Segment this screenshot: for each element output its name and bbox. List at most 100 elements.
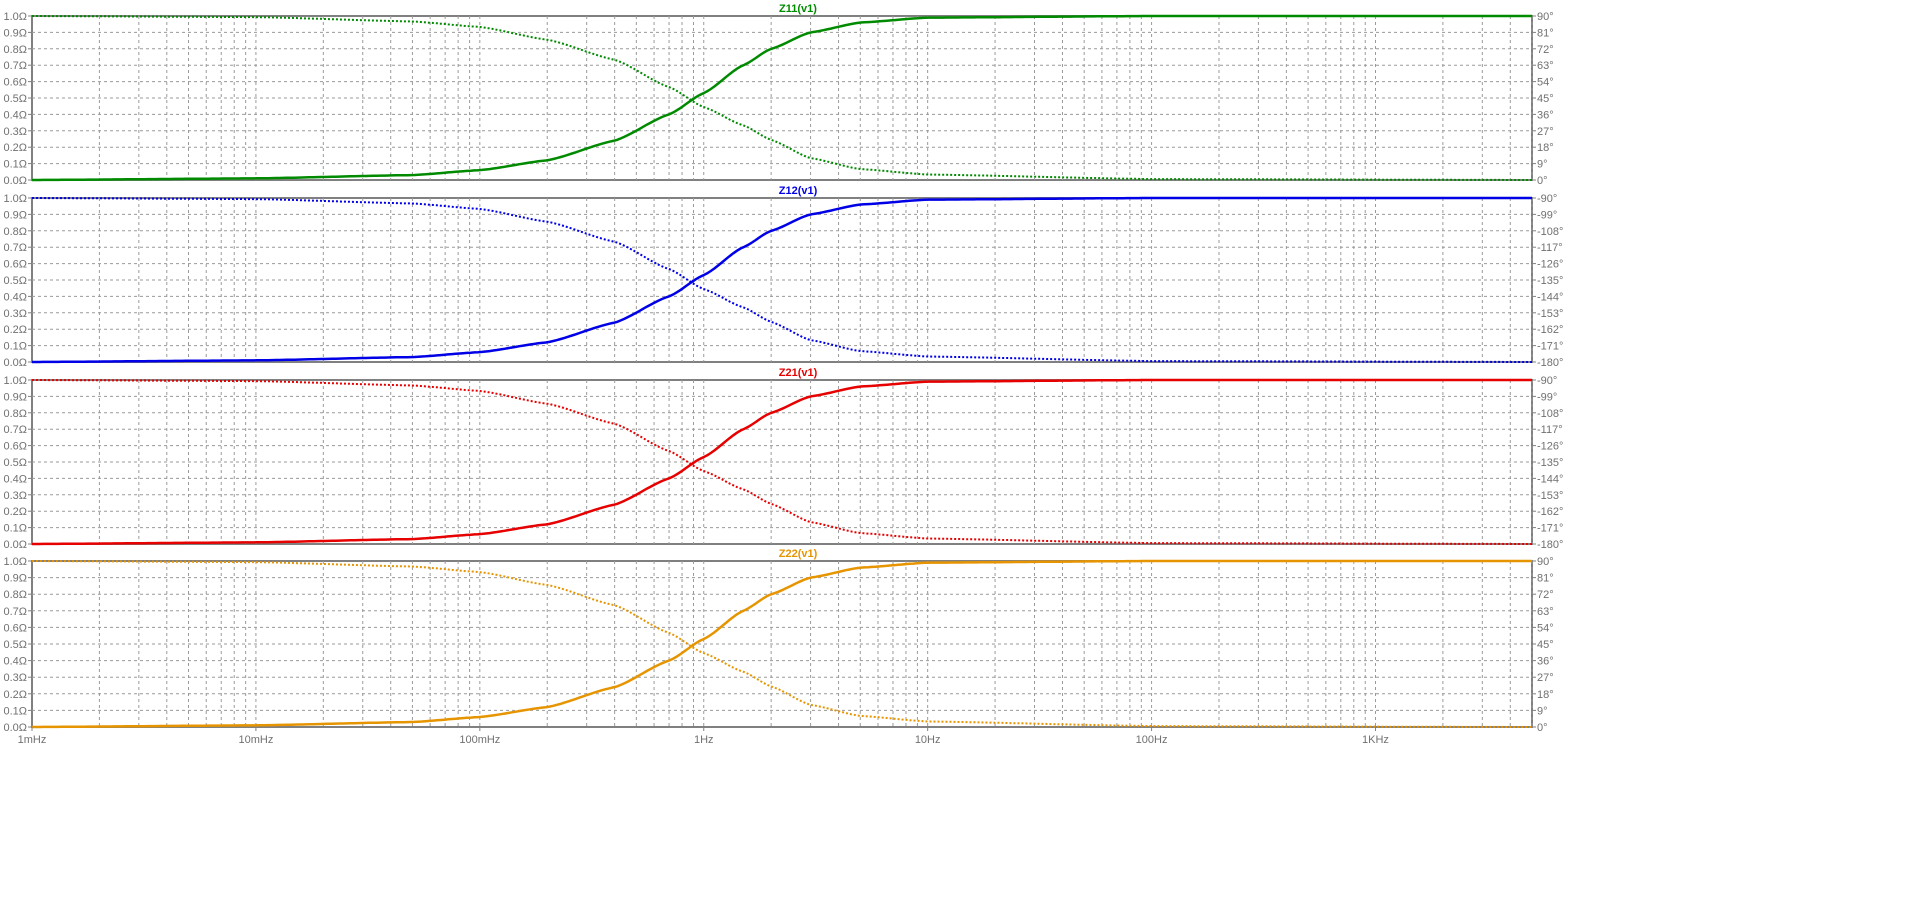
y-right-tick-label: 81° bbox=[1537, 573, 1554, 585]
y-right-tick-label: 72° bbox=[1537, 589, 1554, 601]
magnitude-trace bbox=[32, 14, 1532, 182]
y-grid bbox=[32, 395, 1532, 529]
y-left-tick-label: 0.5Ω bbox=[3, 457, 27, 469]
chart-pane-2: 0.0Ω 0.1Ω 0.2Ω 0.3Ω 0.4Ω 0.5Ω 0.6Ω 0.7Ω 0.8Ω 0.9Ω… bbox=[3, 185, 1563, 369]
y-right-tick-label: -153° bbox=[1537, 490, 1563, 502]
y-right-tick-label: 9° bbox=[1537, 159, 1548, 171]
y-left-tick-label: 0.1Ω bbox=[3, 705, 27, 717]
y-left-tick-label: 0.0Ω bbox=[3, 539, 27, 551]
y-left-tick-label: 0.8Ω bbox=[3, 589, 27, 601]
y-right-tick-label: -90° bbox=[1537, 375, 1557, 387]
y-left-tick-label: 0.0Ω bbox=[3, 175, 27, 187]
y-right-tick-label: 63° bbox=[1537, 606, 1554, 618]
trace-title[interactable]: Z12(v1) bbox=[779, 185, 818, 197]
y-left-tick-label: 0.5Ω bbox=[3, 275, 27, 287]
y-left-tick-label: 0.9Ω bbox=[3, 573, 27, 585]
y-grid bbox=[32, 213, 1532, 347]
y-left-tick-label: 0.0Ω bbox=[3, 722, 27, 734]
y-left-tick-label: 0.3Ω bbox=[3, 126, 27, 138]
y-right-tick-label: -108° bbox=[1537, 226, 1563, 238]
y-left-tick-label: 0.7Ω bbox=[3, 242, 27, 254]
x-tick-label: 10mHz bbox=[238, 734, 273, 746]
chart-pane-4: 0.0Ω 0.1Ω 0.2Ω 0.3Ω 0.4Ω 0.5Ω 0.6Ω 0.7Ω 0.8Ω 0.9Ω… bbox=[3, 548, 1553, 734]
chart-pane-1: 0.0Ω 0.1Ω 0.2Ω 0.3Ω 0.4Ω 0.5Ω 0.6Ω 0.7Ω 0.8Ω 0.9Ω… bbox=[3, 3, 1553, 187]
y-right-tick-label: 0° bbox=[1537, 175, 1548, 187]
y-right-tick-label: 18° bbox=[1537, 689, 1554, 701]
y-right-tick-label: -171° bbox=[1537, 341, 1563, 353]
y-left-tick-label: 0.8Ω bbox=[3, 226, 27, 238]
x-tick-label: 10Hz bbox=[915, 734, 941, 746]
y-left-tick-label: 0.4Ω bbox=[3, 109, 27, 121]
y-right-tick-label: 54° bbox=[1537, 77, 1554, 89]
y-left-tick-label: 0.3Ω bbox=[3, 672, 27, 684]
y-left-tick-label: 1.0Ω bbox=[3, 193, 27, 205]
y-right-tick-label: 72° bbox=[1537, 44, 1554, 56]
chart-pane-3: 0.0Ω 0.1Ω 0.2Ω 0.3Ω 0.4Ω 0.5Ω 0.6Ω 0.7Ω 0.8Ω 0.9Ω… bbox=[3, 367, 1563, 551]
y-left-tick-label: 0.7Ω bbox=[3, 60, 27, 72]
y-left-tick-label: 0.6Ω bbox=[3, 77, 27, 89]
y-left-tick-label: 1.0Ω bbox=[3, 556, 27, 568]
x-grid bbox=[98, 561, 1533, 727]
y-left-tick-label: 0.3Ω bbox=[3, 308, 27, 320]
y-left-tick-label: 0.1Ω bbox=[3, 523, 27, 535]
y-left-tick-label: 0.2Ω bbox=[3, 142, 27, 154]
y-left-tick-label: 0.3Ω bbox=[3, 490, 27, 502]
x-tick-label: 1Hz bbox=[694, 734, 714, 746]
y-right-tick-label: -162° bbox=[1537, 324, 1563, 336]
y-right-tick-label: 27° bbox=[1537, 126, 1554, 138]
y-left-tick-label: 0.9Ω bbox=[3, 391, 27, 403]
magnitude-trace bbox=[32, 559, 1532, 729]
magnitude-trace bbox=[32, 196, 1532, 364]
y-left-tick-label: 0.0Ω bbox=[3, 357, 27, 369]
phase-trace bbox=[32, 560, 1532, 728]
y-left-tick-label: 0.2Ω bbox=[3, 689, 27, 701]
y-right-tick-label: 63° bbox=[1537, 60, 1554, 72]
trace-title[interactable]: Z11(v1) bbox=[779, 3, 817, 15]
y-left-tick-label: 0.5Ω bbox=[3, 639, 27, 651]
x-tick-label: 100mHz bbox=[459, 734, 500, 746]
y-left-tick-label: 0.9Ω bbox=[3, 209, 27, 221]
y-left-tick-label: 0.6Ω bbox=[3, 622, 27, 634]
y-left-tick-label: 0.8Ω bbox=[3, 408, 27, 420]
y-right-tick-label: -135° bbox=[1537, 457, 1563, 469]
y-right-tick-label: -144° bbox=[1537, 473, 1563, 485]
y-right-tick-label: 81° bbox=[1537, 27, 1554, 39]
y-right-tick-label: -117° bbox=[1537, 242, 1563, 254]
y-right-tick-label: -126° bbox=[1537, 259, 1563, 271]
y-left-tick-label: 0.7Ω bbox=[3, 606, 27, 618]
y-right-tick-label: -117° bbox=[1537, 424, 1563, 436]
y-left-tick-label: 0.5Ω bbox=[3, 93, 27, 105]
y-right-tick-label: -135° bbox=[1537, 275, 1563, 287]
y-right-tick-label: -171° bbox=[1537, 523, 1563, 535]
y-right-tick-label: 45° bbox=[1537, 639, 1554, 651]
y-right-tick-label: 0° bbox=[1537, 722, 1548, 734]
y-right-tick-label: 36° bbox=[1537, 656, 1554, 668]
y-right-tick-label: -144° bbox=[1537, 291, 1563, 303]
x-tick-label: 100Hz bbox=[1136, 734, 1168, 746]
y-right-tick-label: 45° bbox=[1537, 93, 1554, 105]
y-left-tick-label: 0.7Ω bbox=[3, 424, 27, 436]
y-left-tick-label: 0.9Ω bbox=[3, 27, 27, 39]
y-left-tick-label: 0.6Ω bbox=[3, 441, 27, 453]
y-right-tick-label: 54° bbox=[1537, 622, 1554, 634]
y-right-tick-label: 36° bbox=[1537, 109, 1554, 121]
y-right-tick-label: 90° bbox=[1537, 556, 1554, 568]
y-right-tick-label: -126° bbox=[1537, 441, 1563, 453]
y-left-tick-label: 1.0Ω bbox=[3, 11, 27, 23]
y-left-tick-label: 0.4Ω bbox=[3, 473, 27, 485]
y-right-tick-label: 27° bbox=[1537, 672, 1554, 684]
y-right-tick-label: -108° bbox=[1537, 408, 1563, 420]
y-right-tick-label: -153° bbox=[1537, 308, 1563, 320]
y-grid bbox=[32, 31, 1532, 165]
y-right-tick-label: -90° bbox=[1537, 193, 1557, 205]
y-right-tick-label: -99° bbox=[1537, 391, 1557, 403]
y-left-tick-label: 0.1Ω bbox=[3, 341, 27, 353]
x-tick-label: 1KHz bbox=[1362, 734, 1389, 746]
y-right-tick-label: -162° bbox=[1537, 506, 1563, 518]
y-right-tick-label: -180° bbox=[1537, 357, 1563, 369]
trace-title[interactable]: Z21(v1) bbox=[779, 367, 818, 379]
trace-title[interactable]: Z22(v1) bbox=[779, 548, 818, 560]
y-left-tick-label: 0.8Ω bbox=[3, 44, 27, 56]
